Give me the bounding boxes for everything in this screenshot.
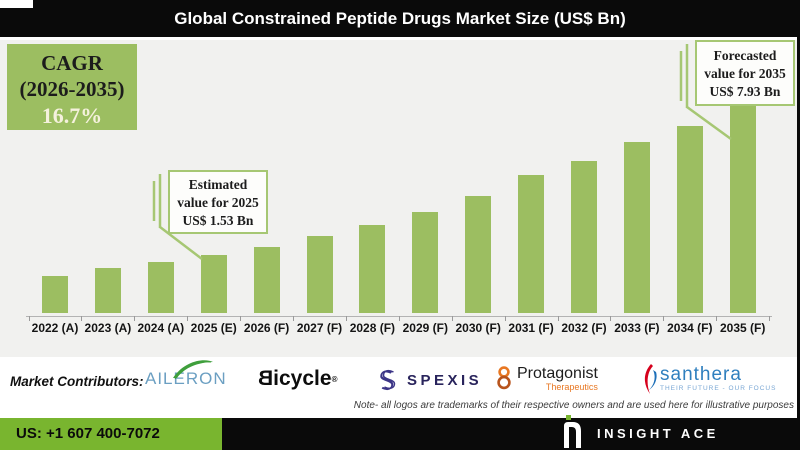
spexis-wordmark: SPEXIS [407, 371, 483, 389]
callout-forecasted-line1: Forecasted [713, 48, 777, 63]
protagonist-wordmark: Protagonist [517, 364, 598, 382]
x-axis-label-2023: 2023 (A) [84, 321, 132, 335]
x-axis-tick [293, 316, 295, 321]
cagr-box: CAGR (2026-2035) 16.7% [7, 44, 137, 130]
x-axis-label-2034: 2034 (F) [667, 321, 713, 335]
x-axis-label-2026: 2026 (F) [243, 321, 290, 335]
bar-2035 [729, 101, 756, 313]
market-contributors-label: Market Contributors: [10, 374, 144, 389]
x-axis-tick [28, 316, 30, 321]
x-axis-tick [398, 316, 400, 321]
callout-estimated-line2: value for 2025 [177, 195, 259, 210]
footer-phone-block: US: +1 607 400-7072 [0, 418, 222, 450]
callout-forecasted-line2: value for 2035 [704, 66, 786, 81]
x-axis-tick [610, 316, 612, 321]
x-axis-tick [81, 316, 83, 321]
x-axis-label-2025: 2025 (E) [190, 321, 237, 335]
x-axis-tick [451, 316, 453, 321]
x-axis-label-2027: 2027 (F) [296, 321, 343, 335]
corner-notch [0, 0, 33, 8]
x-axis-label-2032: 2032 (F) [561, 321, 607, 335]
phone-number: US: +1 607 400-7072 [16, 425, 160, 442]
x-axis-tick [345, 316, 347, 321]
bicycle-mirrored-b: B [258, 367, 274, 390]
x-axis-label-2035: 2035 (F) [720, 321, 766, 335]
bar-2024 [147, 262, 174, 313]
bar-2031 [518, 175, 545, 313]
insight-ace-analytic-wordmark: INSIGHT ACE ANALYTIC [597, 426, 719, 441]
trademark-note: Note- all logos are trademarks of their … [353, 400, 794, 411]
x-axis-tick [769, 316, 771, 321]
bar-2023 [94, 268, 121, 313]
x-axis-tick [134, 316, 136, 321]
bar-2030 [465, 196, 492, 313]
x-axis-label-2031: 2031 (F) [508, 321, 554, 335]
bar-2025 [200, 255, 227, 313]
bar-2033 [623, 142, 650, 313]
santhera-tagline: THEIR FUTURE - OUR FOCUS [660, 385, 777, 392]
callout-forecasted-value: US$ 7.93 Bn [709, 84, 781, 99]
spexis-logo: SPEXIS [376, 368, 482, 392]
x-axis-label-2030: 2030 (F) [455, 321, 501, 335]
x-axis-tick [663, 316, 665, 321]
protagonist-8-icon [497, 366, 511, 390]
bar-2029 [412, 212, 439, 313]
cagr-label-line2: (2026-2035) [19, 77, 125, 101]
bar-2027 [306, 236, 333, 313]
santhera-swoosh-icon [644, 364, 657, 394]
x-axis-tick [557, 316, 559, 321]
bicycle-registered-mark: ® [331, 374, 338, 384]
x-axis-label-2028: 2028 (F) [349, 321, 396, 335]
aileron-wordmark: AILERON [145, 369, 227, 388]
aileron-logo: AILERON [145, 360, 227, 389]
aileron-leaf-icon [173, 360, 213, 380]
santhera-logo: santhera THEIR FUTURE - OUR FOCUS [640, 363, 776, 395]
x-axis-label-2033: 2033 (F) [614, 321, 660, 335]
chart-area: CAGR (2026-2035) 16.7% 2022 (A) 2023 (A) 2… [0, 37, 797, 357]
callout-estimated-2025: Estimated value for 2025 US$ 1.53 Bn [168, 170, 268, 234]
footer-bar: US: +1 607 400-7072 INSIGHT ACE ANALYTIC [0, 415, 800, 450]
protagonist-logo: Protagonist Therapeutics [496, 365, 598, 393]
x-axis-tick [240, 316, 242, 321]
right-edge-border [797, 0, 800, 450]
bar-2034 [676, 126, 703, 313]
bar-2028 [359, 225, 386, 313]
bar-2032 [571, 161, 597, 313]
callout-forecasted-2035: Forecasted value for 2035 US$ 7.93 Bn [695, 40, 795, 106]
x-axis-tick [187, 316, 189, 321]
callout-estimated-line1: Estimated [188, 177, 248, 192]
bar-2022 [42, 276, 68, 313]
protagonist-therapeutics-label: Therapeutics [545, 381, 598, 392]
x-axis-tick [504, 316, 506, 321]
cagr-label-line1: CAGR [41, 51, 103, 75]
callout-estimated-value: US$ 1.53 Bn [182, 213, 254, 228]
page-title: Global Constrained Peptide Drugs Market … [0, 0, 800, 37]
santhera-wordmark: santhera [660, 364, 742, 385]
insight-ace-analytic-icon [564, 422, 581, 448]
insight-ace-green-square [566, 415, 571, 420]
x-axis-label-2024: 2024 (A) [137, 321, 185, 335]
x-axis-label-2022: 2022 (A) [31, 321, 79, 335]
spexis-s-icon [380, 369, 396, 391]
bar-2026 [253, 247, 280, 313]
x-axis-tick [716, 316, 718, 321]
cagr-value: 16.7% [41, 103, 103, 128]
bicycle-wordmark: icycle [273, 367, 332, 390]
x-axis-label-2029: 2029 (F) [402, 321, 448, 335]
